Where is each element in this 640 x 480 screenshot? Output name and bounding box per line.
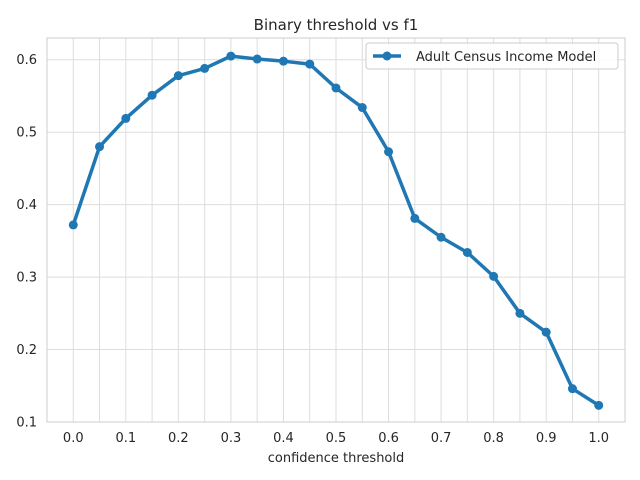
data-point	[173, 71, 183, 81]
x-tick-label: 0.1	[115, 431, 136, 446]
data-point	[436, 232, 446, 242]
data-point	[462, 247, 472, 257]
x-tick-label: 0.4	[273, 431, 294, 446]
data-point	[567, 384, 577, 394]
data-point	[594, 400, 604, 410]
x-tick-label: 0.2	[168, 431, 189, 446]
data-point	[200, 63, 210, 73]
y-tick-label: 0.1	[16, 416, 37, 431]
data-point	[121, 113, 131, 123]
legend: Adult Census Income Model	[365, 42, 619, 70]
x-tick-label: 0.7	[431, 431, 452, 446]
data-point	[384, 147, 394, 157]
data-point	[515, 308, 525, 318]
x-tick-label: 0.5	[326, 431, 347, 446]
x-tick-label: 0.3	[221, 431, 242, 446]
data-point	[95, 142, 105, 152]
data-point	[357, 103, 367, 113]
data-point	[305, 59, 315, 69]
data-point	[68, 220, 78, 230]
legend-box	[365, 42, 619, 70]
data-point	[541, 327, 551, 337]
x-axis-ticks: 0.0 0.1 0.2 0.3 0.4 0.5 0.6 0.7 0.8 0.9 1.0	[63, 431, 609, 446]
y-tick-label: 0.4	[16, 198, 37, 213]
x-tick-label: 0.6	[378, 431, 399, 446]
x-tick-label: 0.8	[483, 431, 504, 446]
data-point	[278, 56, 288, 66]
x-tick-label: 0.0	[63, 431, 84, 446]
y-tick-label: 0.5	[16, 126, 37, 141]
legend-marker-swatch	[382, 51, 392, 61]
y-tick-label: 0.2	[16, 343, 37, 358]
data-point	[252, 54, 262, 64]
y-axis-ticks: 0.1 0.2 0.3 0.4 0.5 0.6	[16, 53, 37, 430]
gridlines	[47, 38, 625, 423]
y-tick-label: 0.3	[16, 271, 37, 286]
data-point	[489, 271, 499, 281]
data-point	[331, 83, 341, 93]
data-point	[147, 90, 157, 100]
x-tick-label: 0.9	[536, 431, 557, 446]
y-tick-label: 0.6	[16, 53, 37, 68]
x-axis-label: confidence threshold	[268, 451, 405, 466]
series-layer	[68, 51, 604, 410]
x-tick-label: 1.0	[588, 431, 609, 446]
plot-area	[46, 37, 626, 423]
chart-title: Binary threshold vs f1	[254, 16, 419, 34]
legend-label: Adult Census Income Model	[416, 50, 596, 65]
data-point	[226, 51, 236, 61]
data-point	[410, 213, 420, 223]
